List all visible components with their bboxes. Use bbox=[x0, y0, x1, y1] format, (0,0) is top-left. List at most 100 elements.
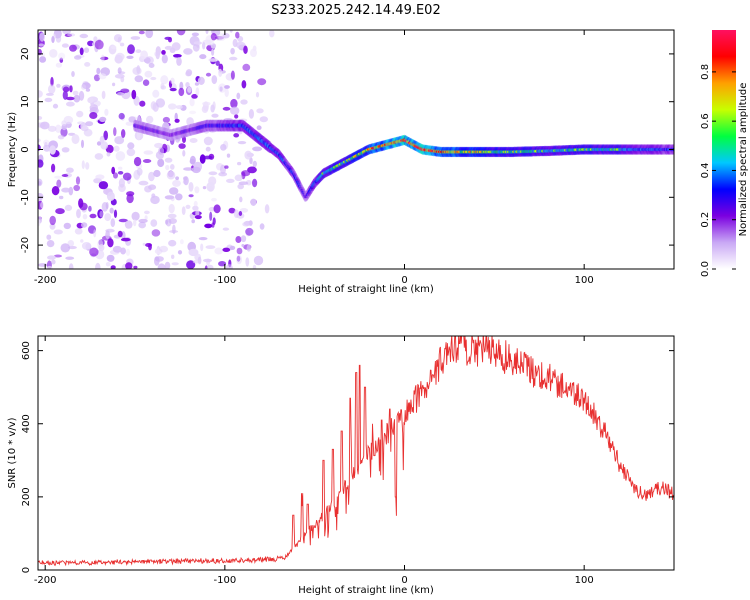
noise-blob bbox=[106, 151, 111, 157]
x-tick-label: -200 bbox=[34, 275, 57, 286]
noise-blob bbox=[38, 138, 41, 143]
noise-blob bbox=[39, 56, 47, 63]
noise-blob bbox=[94, 39, 104, 50]
noise-blob bbox=[118, 112, 125, 120]
noise-blob bbox=[115, 151, 126, 161]
noise-blob bbox=[118, 166, 123, 170]
noise-blob bbox=[106, 254, 115, 262]
noise-blob bbox=[192, 43, 200, 52]
noise-blob bbox=[245, 227, 254, 236]
noise-blob bbox=[96, 141, 102, 146]
noise-blob bbox=[60, 127, 68, 137]
noise-blob bbox=[136, 130, 141, 141]
noise-blob bbox=[144, 70, 153, 78]
noise-blob bbox=[211, 75, 218, 85]
noise-blob bbox=[176, 30, 186, 36]
noise-blob bbox=[74, 55, 82, 60]
noise-blob bbox=[47, 255, 56, 260]
noise-blob bbox=[55, 62, 63, 68]
noise-blob bbox=[229, 56, 238, 61]
noise-blob bbox=[150, 219, 158, 227]
noise-blob bbox=[55, 34, 62, 43]
noise-blob bbox=[144, 56, 154, 65]
noise-blob bbox=[168, 239, 177, 247]
noise-blob bbox=[118, 218, 128, 223]
noise-blob bbox=[125, 121, 133, 126]
noise-blob bbox=[269, 30, 275, 38]
noise-blob bbox=[161, 54, 168, 64]
noise-blob bbox=[202, 155, 213, 160]
snr-frame bbox=[37, 335, 675, 571]
noise-blob bbox=[224, 85, 230, 89]
noise-blob bbox=[153, 169, 161, 178]
noise-blob bbox=[44, 97, 53, 103]
noise-blob bbox=[167, 213, 177, 219]
noise-blob bbox=[38, 116, 43, 120]
noise-blob bbox=[79, 202, 88, 211]
noise-blob bbox=[202, 186, 207, 190]
noise-blob bbox=[57, 134, 65, 140]
noise-blob bbox=[146, 115, 154, 124]
noise-blob bbox=[111, 166, 116, 175]
noise-blob bbox=[131, 211, 140, 221]
noise-blob bbox=[222, 227, 230, 231]
noise-blob bbox=[175, 193, 183, 201]
noise-blob bbox=[228, 207, 236, 214]
noise-blob bbox=[164, 261, 171, 269]
noise-blob bbox=[171, 254, 175, 259]
colorbar-label: Normalized spectral amplitude bbox=[738, 83, 749, 237]
noise-blob bbox=[208, 171, 218, 176]
noise-blob bbox=[194, 82, 199, 86]
noise-blob bbox=[188, 248, 199, 257]
noise-blob bbox=[193, 41, 202, 45]
noise-blob bbox=[226, 153, 231, 158]
noise-blob bbox=[210, 104, 215, 113]
noise-blob bbox=[138, 180, 149, 186]
noise-blob bbox=[118, 183, 126, 193]
noise-blob bbox=[142, 79, 150, 86]
noise-blob bbox=[195, 87, 200, 96]
noise-blob bbox=[159, 245, 169, 253]
noise-blob bbox=[130, 36, 141, 40]
spectrogram-plot-area bbox=[38, 30, 674, 269]
noise-blob bbox=[205, 72, 212, 77]
noise-blob bbox=[61, 43, 69, 48]
noise-blob bbox=[89, 247, 99, 257]
noise-blob bbox=[74, 228, 83, 235]
noise-blob bbox=[239, 208, 249, 213]
y-tick-label: -10 bbox=[20, 189, 31, 205]
noise-blob bbox=[244, 150, 252, 160]
noise-blob bbox=[38, 90, 43, 98]
noise-blob bbox=[238, 181, 249, 185]
noise-blob bbox=[205, 30, 209, 34]
noise-blob bbox=[234, 174, 243, 182]
noise-blob bbox=[48, 84, 56, 94]
noise-blob bbox=[138, 30, 145, 35]
noise-blob bbox=[76, 208, 81, 219]
noise-blob bbox=[175, 105, 183, 110]
noise-blob bbox=[255, 91, 260, 98]
noise-blob bbox=[40, 201, 44, 209]
noise-blob bbox=[160, 85, 167, 90]
noise-blob bbox=[222, 33, 230, 39]
noise-blob bbox=[122, 172, 132, 181]
noise-blob bbox=[150, 101, 157, 110]
noise-blob bbox=[205, 146, 211, 152]
noise-blob bbox=[182, 150, 186, 157]
noise-blob bbox=[62, 30, 71, 35]
noise-blob bbox=[49, 49, 58, 58]
noise-blob bbox=[59, 195, 64, 200]
noise-blob bbox=[80, 84, 87, 90]
noise-blob bbox=[169, 230, 179, 233]
noise-blob bbox=[219, 86, 223, 92]
noise-blob bbox=[107, 238, 114, 248]
noise-blob bbox=[66, 96, 75, 101]
noise-blob bbox=[114, 74, 125, 79]
noise-blob bbox=[113, 127, 117, 137]
noise-blob bbox=[89, 112, 98, 119]
colorbar: 0.0 0.2 0.4 0.6 0.8 Normalized spectral ampli… bbox=[700, 30, 749, 277]
noise-blob bbox=[46, 234, 52, 240]
noise-blob bbox=[81, 139, 84, 149]
